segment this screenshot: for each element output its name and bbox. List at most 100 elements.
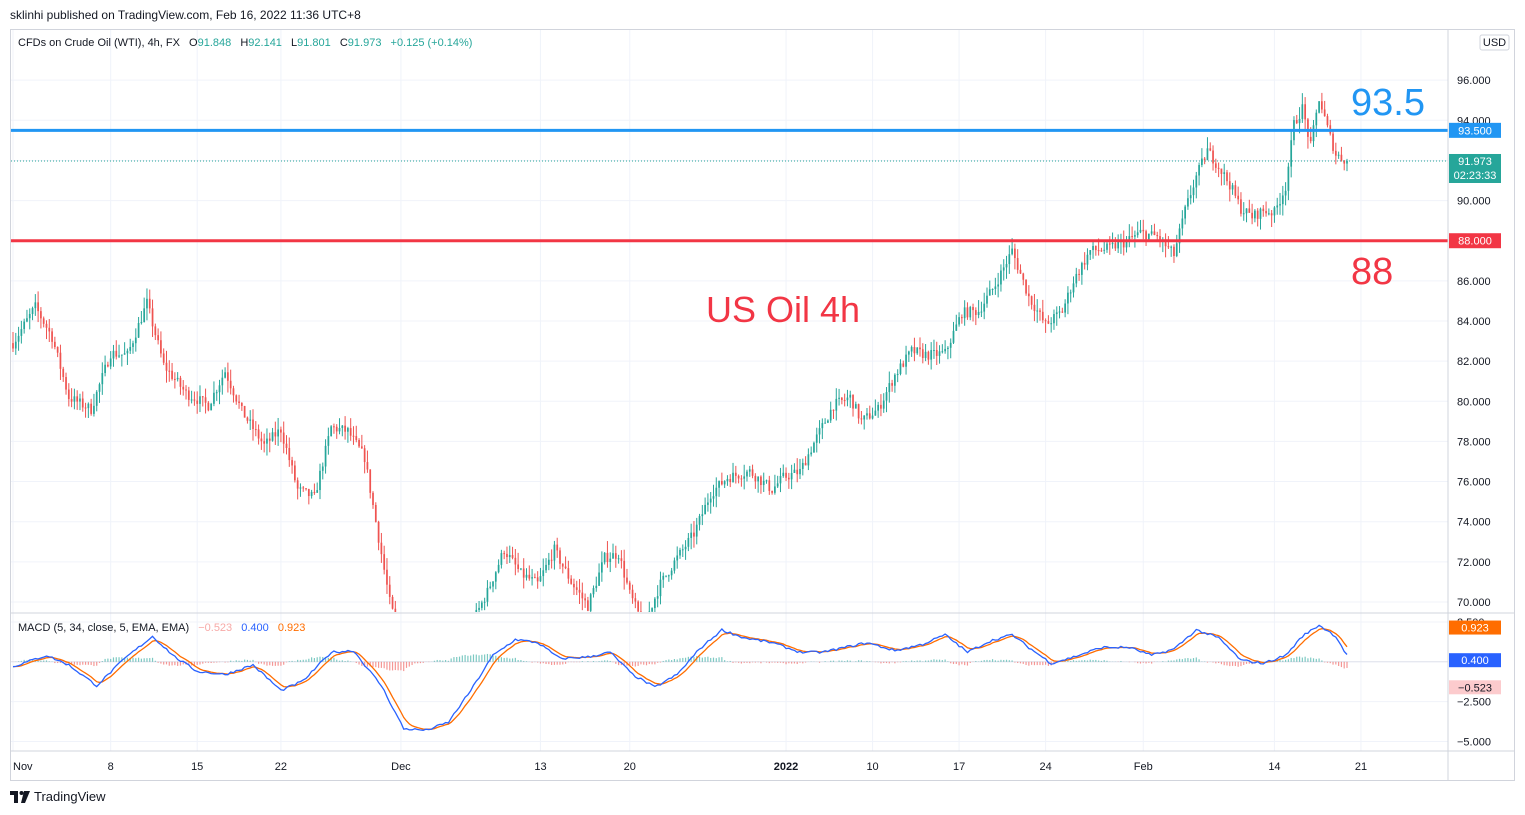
candle-body bbox=[53, 341, 56, 347]
low-label: L bbox=[291, 37, 297, 49]
candle-body bbox=[369, 469, 372, 493]
candle-body bbox=[1136, 232, 1139, 236]
candle-body bbox=[1212, 150, 1214, 164]
candle-body bbox=[1237, 195, 1240, 200]
candle-body bbox=[302, 487, 305, 489]
candle-body bbox=[637, 601, 640, 612]
macd-hist-tag: −0.523 bbox=[1449, 680, 1501, 695]
candle-body bbox=[525, 574, 528, 578]
candle-body bbox=[37, 302, 39, 312]
tradingview-logo-icon bbox=[10, 790, 30, 803]
candle-body bbox=[196, 400, 199, 404]
candle-body bbox=[215, 392, 218, 394]
candle-body bbox=[1134, 235, 1136, 237]
candle-body bbox=[972, 307, 974, 311]
time-tick-label: Dec bbox=[391, 761, 411, 773]
candle-body bbox=[1321, 101, 1323, 110]
candle-body bbox=[1106, 243, 1108, 250]
candle-body bbox=[1189, 195, 1192, 199]
candle-body bbox=[1192, 187, 1195, 196]
candle-body bbox=[218, 385, 221, 393]
candle-body bbox=[95, 391, 98, 406]
upper-level-annotation[interactable]: 93.5 bbox=[1351, 82, 1425, 124]
candle-body bbox=[1287, 166, 1290, 191]
chart-svg[interactable]: 96.00094.00092.00090.00088.00086.00084.0… bbox=[11, 30, 1514, 780]
candle-body bbox=[659, 579, 662, 597]
candle-body bbox=[14, 341, 17, 349]
candle-body bbox=[595, 585, 598, 589]
candle-body bbox=[779, 476, 782, 484]
candle-body bbox=[1175, 243, 1178, 257]
candle-body bbox=[933, 349, 935, 351]
candle-body bbox=[1061, 311, 1064, 313]
candle-body bbox=[467, 632, 469, 635]
lower-level-annotation[interactable]: 88 bbox=[1351, 251, 1393, 293]
candle-body bbox=[268, 438, 271, 441]
candle-body bbox=[841, 397, 843, 400]
candle-body bbox=[1340, 154, 1343, 161]
candle-body bbox=[274, 432, 277, 437]
candle-body bbox=[288, 447, 291, 461]
macd-legend[interactable]: MACD (5, 34, close, 5, EMA, EMA) −0.523 … bbox=[18, 622, 305, 634]
candle-body bbox=[623, 560, 626, 578]
candle-body bbox=[254, 429, 257, 431]
candle-body bbox=[1304, 104, 1307, 120]
candle-body bbox=[852, 394, 854, 409]
candle-body bbox=[1242, 213, 1245, 215]
candle-body bbox=[227, 372, 229, 381]
candle-body bbox=[81, 398, 84, 408]
macd-histogram bbox=[11, 653, 1448, 672]
candle-body bbox=[48, 327, 51, 332]
time-axis[interactable]: Nov 8 15 22 Dec 13 20 2022 10 17 24 Feb 14 21 bbox=[13, 761, 1367, 773]
candle-body bbox=[919, 347, 921, 350]
currency-badge[interactable]: USD bbox=[1479, 34, 1510, 51]
chart-annotation-title[interactable]: US Oil 4h bbox=[706, 289, 860, 330]
candle-body bbox=[176, 377, 179, 380]
candle-body bbox=[768, 480, 771, 491]
candle-body bbox=[646, 619, 648, 620]
candle-body bbox=[994, 286, 997, 289]
candle-body bbox=[955, 324, 958, 331]
candle-body bbox=[1041, 311, 1044, 321]
candle-body bbox=[1000, 270, 1002, 285]
currency-label: USD bbox=[1483, 37, 1506, 49]
candle-body bbox=[240, 403, 243, 406]
candle-body bbox=[612, 553, 614, 559]
candle-body bbox=[1145, 231, 1147, 240]
candle-body bbox=[1025, 279, 1027, 294]
candle-body bbox=[1307, 119, 1309, 137]
candle-body bbox=[1187, 198, 1189, 207]
candle-body bbox=[1002, 267, 1005, 271]
candle-body bbox=[564, 566, 567, 569]
candle-body bbox=[938, 351, 941, 356]
candle-body bbox=[1343, 160, 1346, 164]
candle-body bbox=[754, 475, 757, 482]
candle-body bbox=[98, 384, 101, 392]
symbol-legend[interactable]: CFDs on Crude Oil (WTI), 4h, FX O91.848 … bbox=[18, 37, 472, 49]
candle-body bbox=[704, 504, 706, 515]
candle-body bbox=[1301, 104, 1304, 119]
footer-brand[interactable]: TradingView bbox=[10, 789, 106, 804]
candle-body bbox=[732, 472, 734, 483]
candle-body bbox=[486, 587, 489, 602]
candle-body bbox=[1083, 263, 1086, 265]
candle-body bbox=[23, 321, 26, 330]
time-tick-label: 2022 bbox=[774, 761, 798, 773]
candle-body bbox=[473, 623, 475, 624]
candle-body bbox=[1086, 254, 1089, 265]
candle-body bbox=[1281, 195, 1284, 205]
candle-body bbox=[179, 377, 182, 387]
candle-body bbox=[414, 675, 416, 677]
candle-body bbox=[547, 559, 550, 565]
candle-body bbox=[319, 470, 321, 491]
candle-body bbox=[87, 403, 90, 409]
candle-body bbox=[453, 652, 455, 655]
candle-body bbox=[947, 347, 949, 349]
candle-body bbox=[1005, 264, 1008, 268]
candle-body bbox=[1142, 229, 1145, 232]
candle-body bbox=[500, 553, 503, 565]
candle-body bbox=[140, 322, 143, 324]
macd-legend-signal: 0.923 bbox=[278, 622, 306, 634]
candle-body bbox=[327, 436, 330, 446]
macd-signal-tag-text: 0.923 bbox=[1461, 623, 1489, 635]
